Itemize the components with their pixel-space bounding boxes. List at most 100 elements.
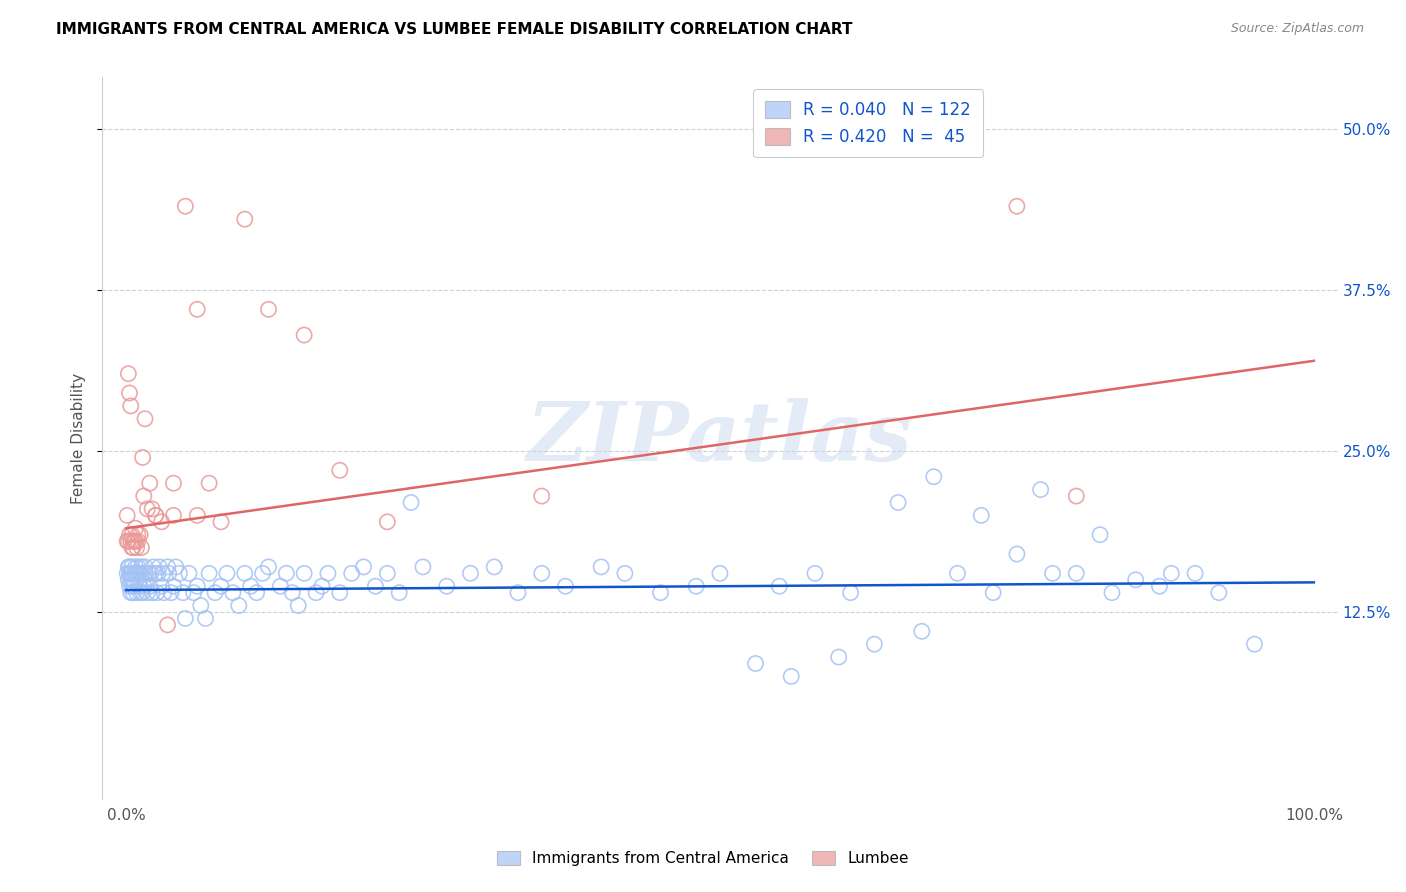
Point: [120, 399, 142, 413]
Point: [128, 579, 150, 593]
Point: [1029, 483, 1052, 497]
Point: [281, 585, 304, 599]
Point: [127, 560, 149, 574]
Point: [591, 560, 613, 574]
Point: [257, 560, 280, 574]
Point: [233, 212, 256, 227]
Point: [121, 560, 143, 574]
Point: [183, 585, 205, 599]
Point: [946, 566, 969, 581]
Point: [506, 585, 529, 599]
Point: [131, 450, 153, 465]
Point: [120, 585, 142, 599]
Point: [744, 657, 766, 671]
Point: [412, 560, 434, 574]
Point: [316, 566, 339, 581]
Point: [134, 411, 156, 425]
Point: [1042, 566, 1064, 581]
Point: [118, 560, 141, 574]
Point: [153, 585, 176, 599]
Point: [530, 566, 553, 581]
Point: [156, 618, 179, 632]
Point: [685, 579, 707, 593]
Point: [121, 541, 143, 555]
Point: [118, 527, 141, 541]
Y-axis label: Female Disability: Female Disability: [72, 373, 86, 504]
Point: [129, 585, 152, 599]
Point: [127, 566, 149, 581]
Point: [186, 302, 208, 317]
Point: [135, 573, 157, 587]
Point: [131, 585, 153, 599]
Point: [530, 489, 553, 503]
Point: [340, 566, 363, 581]
Point: [174, 199, 197, 213]
Point: [117, 367, 139, 381]
Point: [117, 560, 139, 574]
Point: [129, 573, 152, 587]
Point: [186, 579, 208, 593]
Point: [150, 579, 173, 593]
Point: [709, 566, 731, 581]
Point: [1149, 579, 1171, 593]
Point: [287, 599, 309, 613]
Point: [117, 573, 139, 587]
Point: [121, 527, 143, 541]
Point: [122, 541, 145, 555]
Point: [228, 599, 250, 613]
Point: [132, 579, 155, 593]
Point: [145, 566, 167, 581]
Text: IMMIGRANTS FROM CENTRAL AMERICA VS LUMBEE FEMALE DISABILITY CORRELATION CHART: IMMIGRANTS FROM CENTRAL AMERICA VS LUMBE…: [56, 22, 853, 37]
Point: [115, 566, 138, 581]
Point: [177, 566, 200, 581]
Point: [128, 566, 150, 581]
Point: [150, 515, 173, 529]
Point: [124, 566, 146, 581]
Legend: Immigrants from Central America, Lumbee: Immigrants from Central America, Lumbee: [489, 843, 917, 873]
Point: [138, 579, 160, 593]
Legend: R = 0.040   N = 122, R = 0.420   N =  45: R = 0.040 N = 122, R = 0.420 N = 45: [754, 89, 983, 157]
Point: [311, 579, 333, 593]
Point: [124, 534, 146, 549]
Point: [124, 566, 146, 581]
Point: [131, 541, 153, 555]
Point: [162, 476, 184, 491]
Point: [118, 386, 141, 401]
Point: [460, 566, 482, 581]
Point: [190, 599, 212, 613]
Point: [222, 585, 245, 599]
Point: [186, 508, 208, 523]
Point: [922, 469, 945, 483]
Point: [650, 585, 672, 599]
Point: [887, 495, 910, 509]
Text: ZIPatlas: ZIPatlas: [527, 398, 912, 478]
Point: [828, 650, 851, 665]
Point: [1160, 566, 1182, 581]
Point: [136, 585, 159, 599]
Point: [329, 585, 352, 599]
Point: [1208, 585, 1230, 599]
Point: [174, 611, 197, 625]
Point: [131, 560, 153, 574]
Point: [839, 585, 862, 599]
Point: [138, 566, 160, 581]
Point: [127, 527, 149, 541]
Point: [115, 508, 138, 523]
Point: [139, 566, 162, 581]
Point: [134, 566, 156, 581]
Point: [198, 476, 221, 491]
Point: [148, 560, 170, 574]
Point: [142, 560, 165, 574]
Point: [252, 566, 274, 581]
Text: Source: ZipAtlas.com: Source: ZipAtlas.com: [1230, 22, 1364, 36]
Point: [120, 573, 142, 587]
Point: [364, 579, 387, 593]
Point: [194, 611, 217, 625]
Point: [162, 508, 184, 523]
Point: [269, 579, 291, 593]
Point: [484, 560, 506, 574]
Point: [125, 585, 148, 599]
Point: [353, 560, 375, 574]
Point: [1005, 199, 1028, 213]
Point: [209, 515, 232, 529]
